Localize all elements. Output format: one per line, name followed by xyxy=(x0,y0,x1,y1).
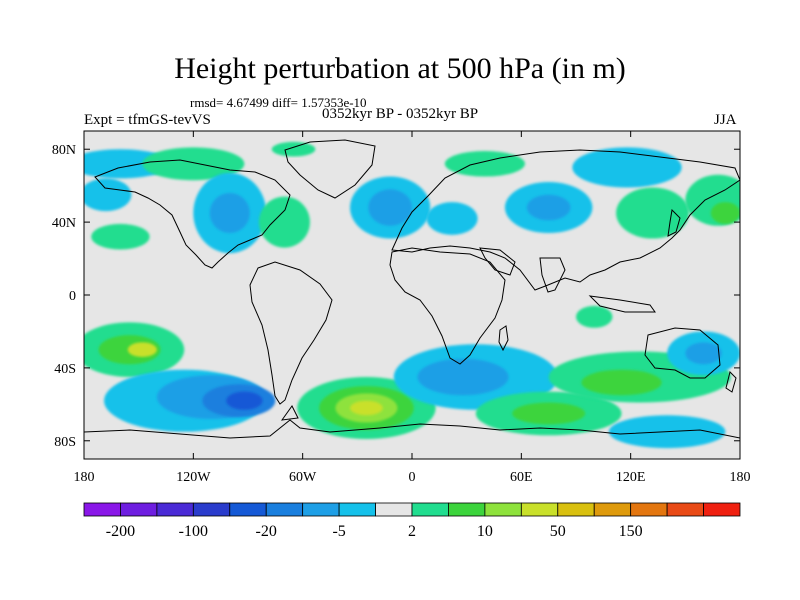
anomaly-region xyxy=(685,342,722,365)
coastlines xyxy=(84,139,740,439)
lon-tick-label: 120W xyxy=(176,470,211,485)
anomaly-region xyxy=(91,223,150,250)
anomaly-region xyxy=(350,400,383,416)
coast-new-zealand xyxy=(725,371,737,393)
colorbar-swatch xyxy=(557,502,595,517)
colorbar-swatch xyxy=(375,502,413,517)
anomaly-region xyxy=(84,178,132,212)
colorbar-swatch xyxy=(520,502,559,517)
lat-tick-label: 0 xyxy=(69,289,76,304)
lat-tick-label: 40N xyxy=(52,216,76,231)
coast-indonesia xyxy=(588,295,656,313)
anomaly-region xyxy=(444,151,525,177)
colorbar-label: -200 xyxy=(106,523,135,540)
coast-australia xyxy=(644,327,721,379)
colorbar-label: -100 xyxy=(179,523,208,540)
colorbar-swatch xyxy=(484,502,522,517)
lat-tick-label: 80S xyxy=(54,435,76,450)
coast-antarctic-peninsula xyxy=(280,405,299,421)
anomaly-region xyxy=(572,147,682,188)
coast-arabia xyxy=(479,247,516,276)
coast-greenland xyxy=(284,139,376,199)
colorbar-swatch xyxy=(703,502,741,517)
anomaly-region xyxy=(142,147,245,181)
colorbar-swatch xyxy=(192,502,231,517)
colorbar-swatch xyxy=(229,502,267,517)
colorbar-swatch xyxy=(411,502,449,517)
lon-tick-label: 60E xyxy=(510,470,533,485)
lat-tick-label: 40S xyxy=(54,362,76,377)
anomaly-region xyxy=(512,402,586,425)
coast-africa xyxy=(389,247,506,365)
anomaly-region xyxy=(581,369,662,396)
colorbar-swatch xyxy=(302,502,340,517)
lon-tick-label: 60W xyxy=(289,470,317,485)
anomaly-region xyxy=(616,187,689,239)
lon-tick-label: 120E xyxy=(616,470,646,485)
colorbar-swatch xyxy=(338,502,376,517)
colorbar: -200 -100 -20 -5 2 10 50 150 xyxy=(83,502,741,540)
colorbar-label: -5 xyxy=(332,523,345,540)
season-label: JJA xyxy=(714,112,737,128)
colorbar-swatch xyxy=(666,502,704,517)
colorbar-swatch xyxy=(120,502,158,517)
anomaly-region xyxy=(576,305,613,328)
coast-india xyxy=(539,257,566,293)
lon-tick-label: 0 xyxy=(409,470,416,485)
anomaly-region xyxy=(226,391,263,410)
coast-madagascar xyxy=(498,325,509,352)
anomaly-region xyxy=(426,202,478,235)
lat-tick-label: 80N xyxy=(52,143,76,158)
anomaly-region xyxy=(710,202,740,224)
experiment-label: Expt = tfmGS-tevVS xyxy=(84,112,211,128)
map-title: Height perturbation at 500 hPa (in m) xyxy=(174,52,626,85)
anomaly-region xyxy=(271,141,316,157)
anomaly-region xyxy=(417,358,509,396)
coast-north-america xyxy=(94,159,291,269)
colorbar-label: 50 xyxy=(550,523,566,540)
colorbar-swatch xyxy=(156,502,194,517)
colorbar-swatch xyxy=(630,502,668,517)
colorbar-swatch xyxy=(448,502,486,517)
period-label: 0352kyr BP - 0352kyr BP xyxy=(322,106,479,122)
colorbar-label: 150 xyxy=(619,523,643,540)
anomaly-region xyxy=(127,342,157,357)
coast-south-america xyxy=(249,261,333,405)
anomaly-region xyxy=(368,189,412,226)
coast-eurasia xyxy=(391,149,740,291)
lon-tick-label: 180 xyxy=(74,470,95,485)
coast-antarctica xyxy=(84,419,740,439)
colorbar-label: 2 xyxy=(408,523,416,540)
anomaly-region xyxy=(209,192,250,234)
colorbar-label: 10 xyxy=(477,523,493,540)
stats-line: rmsd= 4.67499 diff= 1.57353e-10 xyxy=(190,95,367,110)
coast-japan xyxy=(667,208,681,237)
anomaly-region xyxy=(258,196,310,248)
colorbar-label: -20 xyxy=(256,523,277,540)
axis-ticks: 80N 40N 0 40S 80S 180 120W 60W 0 60E 120E 180 xyxy=(52,131,751,485)
colorbar-swatch xyxy=(593,502,632,517)
colorbar-swatch xyxy=(265,502,304,517)
lon-tick-label: 180 xyxy=(730,470,751,485)
plot-area xyxy=(84,131,740,459)
anomaly-region xyxy=(526,194,571,221)
colorbar-swatch xyxy=(83,502,121,517)
